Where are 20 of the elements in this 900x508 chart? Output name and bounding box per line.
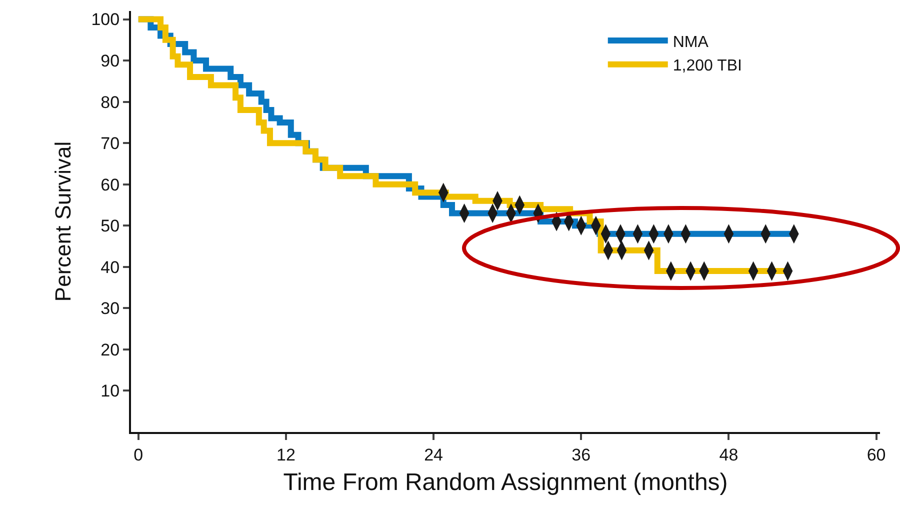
y-tick-label: 90: [100, 51, 120, 70]
x-axis-title: Time From Random Assignment (months): [283, 469, 728, 496]
x-tick-label: 36: [572, 445, 591, 464]
x-tick-label: 0: [134, 445, 144, 464]
x-tick-label: 12: [276, 445, 296, 464]
y-tick-label: 70: [100, 134, 120, 154]
y-tick-label: 30: [100, 299, 120, 318]
legend-label: NMA: [672, 34, 709, 51]
y-tick-label: 80: [100, 92, 120, 112]
legend-label: 1,200 TBI: [672, 58, 742, 75]
y-axis-title: Percent Survival: [50, 141, 76, 302]
y-tick-label: 50: [100, 216, 120, 236]
y-tick-label: 100: [91, 10, 120, 30]
y-tick-label: 40: [100, 258, 120, 277]
y-tick-label: 60: [100, 175, 120, 194]
x-tick-label: 48: [719, 445, 738, 464]
x-tick-label: 60: [866, 445, 886, 464]
y-tick-label: 20: [100, 340, 120, 360]
y-tick-label: 10: [100, 382, 120, 401]
x-tick-label: 24: [424, 445, 444, 464]
